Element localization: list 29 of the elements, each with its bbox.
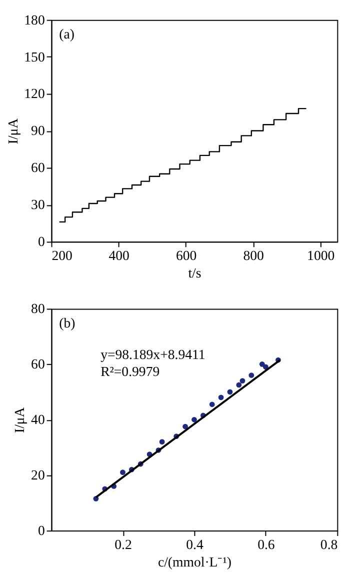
y-tick-label: 90	[31, 123, 45, 138]
y-tick-label: 20	[31, 468, 45, 483]
y-tick-label: 60	[31, 160, 45, 176]
y-tick-label: 0	[38, 522, 45, 538]
annotation: R²=0.9979	[100, 364, 160, 379]
x-tick-label: 600	[176, 248, 197, 263]
y-tick-label: 30	[31, 197, 45, 212]
annotation: (a)	[59, 26, 74, 42]
annotation: y=98.189x+8.9411	[100, 347, 206, 362]
y-tick-label: 150	[24, 49, 45, 64]
y-tick-label: 60	[31, 356, 45, 372]
x-tick-label: 800	[243, 248, 264, 263]
x-tick-label: 400	[108, 248, 130, 263]
y-tick-label: 80	[31, 301, 45, 316]
y-axis-title: I/μA	[5, 118, 20, 144]
y-tick-label: 120	[24, 86, 45, 102]
x-tick-label: 200	[52, 248, 73, 263]
x-axis-title: t/s	[188, 266, 202, 281]
x-axis-title: c/(mmol·L⁻¹)	[158, 554, 232, 570]
y-axis-title: I/μA	[12, 407, 28, 434]
annotation: (b)	[59, 315, 76, 330]
x-tick-label: 0.2	[114, 536, 132, 552]
y-tick-label: 40	[31, 412, 45, 428]
y-tick-label: 180	[24, 12, 45, 28]
x-tick-label: 0.6	[258, 536, 275, 552]
x-tick-label: 0.4	[186, 536, 204, 552]
x-tick-label: 1000	[307, 248, 335, 263]
x-tick-label: 0.8	[320, 536, 338, 552]
y-tick-label: 0	[38, 234, 45, 250]
